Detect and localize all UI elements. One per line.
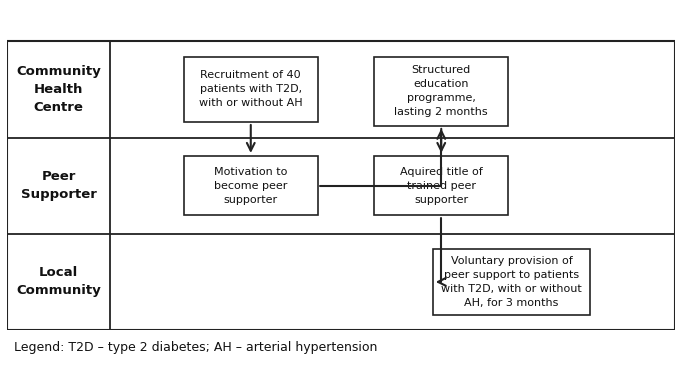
Bar — [184, 57, 318, 122]
Text: Recruitment of 40
patients with T2D,
with or without AH: Recruitment of 40 patients with T2D, wit… — [199, 70, 303, 108]
Text: Local
Community: Local Community — [16, 266, 101, 297]
Bar — [184, 156, 318, 216]
Text: Legend: T2D – type 2 diabetes; AH – arterial hypertension: Legend: T2D – type 2 diabetes; AH – arte… — [14, 342, 377, 354]
Text: Peer
Supporter: Peer Supporter — [20, 170, 97, 201]
Bar — [433, 249, 590, 315]
Text: Voluntary provision of
peer support to patients
with T2D, with or without
AH, fo: Voluntary provision of peer support to p… — [441, 256, 582, 308]
Bar — [7, 41, 675, 330]
Text: Community
Health
Centre: Community Health Centre — [16, 65, 101, 114]
Bar — [374, 57, 508, 126]
Bar — [374, 156, 508, 216]
Text: Aquired title of
trained peer
supporter: Aquired title of trained peer supporter — [400, 166, 483, 205]
Text: Structured
education
programme,
lasting 2 months: Structured education programme, lasting … — [394, 65, 488, 117]
Text: Motivation to
become peer
supporter: Motivation to become peer supporter — [214, 166, 287, 205]
